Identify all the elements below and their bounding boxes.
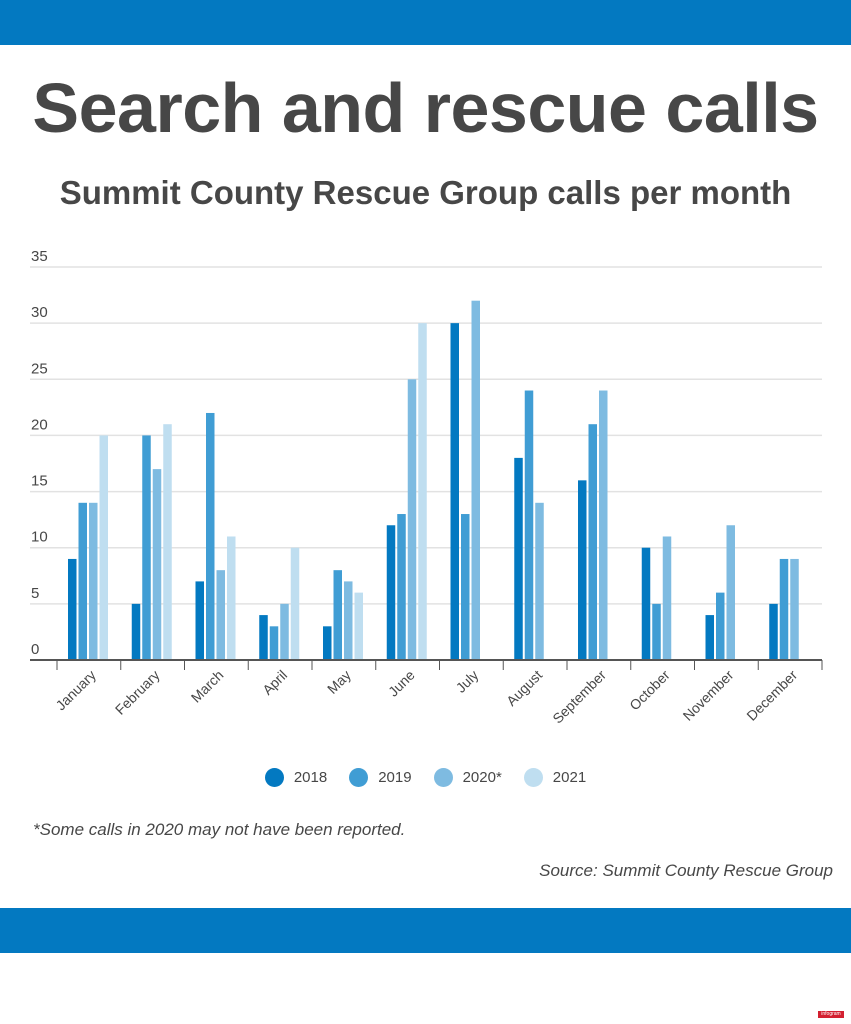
x-tick-label: January bbox=[52, 667, 99, 714]
bar-2018-august bbox=[514, 457, 523, 660]
legend-item-2018[interactable]: 2018 bbox=[264, 768, 328, 787]
bar-2020-september bbox=[599, 390, 608, 660]
bar-2018-september bbox=[578, 480, 587, 660]
bar-2020-may bbox=[344, 581, 353, 660]
y-tick-label: 35 bbox=[31, 248, 48, 265]
bar-2018-april bbox=[259, 615, 268, 660]
x-tick-label: November bbox=[680, 667, 737, 724]
page-title: Search and rescue calls bbox=[32, 69, 819, 147]
x-tick-label: April bbox=[259, 667, 290, 698]
bar-2018-june bbox=[386, 525, 396, 660]
bar-2021-january bbox=[99, 435, 108, 660]
bar-2020-november bbox=[726, 525, 735, 660]
y-tick-label: 0 bbox=[31, 641, 39, 658]
x-tick-label: October bbox=[626, 667, 673, 714]
bar-2018-july bbox=[450, 323, 459, 660]
y-tick-label: 5 bbox=[31, 585, 39, 602]
bar-2019-august bbox=[524, 390, 534, 660]
bar-2019-may bbox=[333, 570, 342, 660]
bar-2019-december bbox=[779, 558, 789, 660]
bottom-band bbox=[0, 908, 851, 953]
bar-2021-may bbox=[354, 592, 363, 660]
y-tick-label: 15 bbox=[31, 473, 48, 490]
infogram-logo[interactable]: infogram bbox=[818, 1011, 844, 1018]
legend-swatch bbox=[349, 768, 369, 787]
bar-2018-february bbox=[131, 603, 141, 660]
bar-2020-april bbox=[280, 603, 289, 660]
source-note: Source: Summit County Rescue Group bbox=[539, 861, 833, 880]
bar-2018-december bbox=[769, 603, 778, 660]
legend-swatch bbox=[433, 768, 453, 787]
legend-swatch bbox=[264, 768, 284, 787]
y-tick-label: 30 bbox=[31, 304, 48, 321]
legend-label: 2020* bbox=[462, 769, 502, 786]
bar-2020-december bbox=[790, 558, 799, 660]
legend-item-2020[interactable]: 2020* bbox=[433, 768, 502, 787]
y-tick-label: 20 bbox=[31, 416, 48, 433]
bar-2018-november bbox=[705, 615, 714, 660]
bar-2020-march bbox=[216, 570, 225, 660]
bar-2020-july bbox=[471, 300, 480, 660]
bar-2020-january bbox=[89, 502, 98, 660]
x-tick-label: September bbox=[549, 667, 609, 727]
bar-2019-june bbox=[397, 514, 406, 660]
bar-2018-october bbox=[641, 547, 651, 660]
bar-2021-march bbox=[227, 536, 236, 660]
bar-2019-january bbox=[78, 502, 87, 660]
bar-2020-october bbox=[662, 536, 672, 660]
bar-2019-september bbox=[588, 424, 597, 660]
x-tick-label: August bbox=[503, 667, 545, 709]
bar-2018-march bbox=[195, 581, 204, 660]
x-tick-label: March bbox=[188, 667, 227, 706]
chart-subtitle: Summit County Rescue Group calls per mon… bbox=[59, 174, 792, 211]
y-tick-label: 25 bbox=[31, 360, 48, 377]
bar-2021-june bbox=[418, 323, 427, 660]
bar-chart: 0 5 10 15 20 25 30 35 January February March April M… bbox=[30, 248, 823, 727]
x-tick-label: May bbox=[324, 667, 354, 697]
bar-2020-august bbox=[535, 502, 544, 660]
bar-2018-may bbox=[323, 626, 332, 660]
legend-item-2021[interactable]: 2021 bbox=[523, 768, 587, 787]
bar-2019-april bbox=[269, 626, 279, 660]
legend-label: 2018 bbox=[293, 769, 328, 786]
bar-2021-april bbox=[290, 547, 300, 660]
bar-2020-february bbox=[152, 469, 162, 660]
legend: 2018 2019 2020* 2021 bbox=[0, 768, 851, 787]
bar-2021-february bbox=[163, 424, 172, 660]
bar-2020-june bbox=[407, 379, 417, 660]
x-tick-label: July bbox=[453, 667, 482, 696]
y-tick-label: 10 bbox=[31, 529, 48, 546]
legend-label: 2019 bbox=[378, 769, 412, 786]
x-tick-label: February bbox=[112, 667, 163, 718]
bar-2019-october bbox=[652, 603, 661, 660]
bar-2019-march bbox=[206, 412, 215, 660]
bar-2018-january bbox=[68, 558, 77, 660]
bar-2019-november bbox=[716, 592, 725, 660]
footnote: *Some calls in 2020 may not have been re… bbox=[33, 820, 406, 839]
bar-2019-february bbox=[142, 435, 151, 660]
legend-swatch bbox=[523, 768, 543, 787]
x-tick-label: December bbox=[743, 667, 800, 724]
legend-item-2019[interactable]: 2019 bbox=[349, 768, 412, 787]
top-band bbox=[0, 0, 851, 45]
legend-label: 2021 bbox=[552, 769, 587, 786]
x-tick-label: June bbox=[385, 667, 418, 700]
bar-2019-july bbox=[461, 514, 470, 660]
